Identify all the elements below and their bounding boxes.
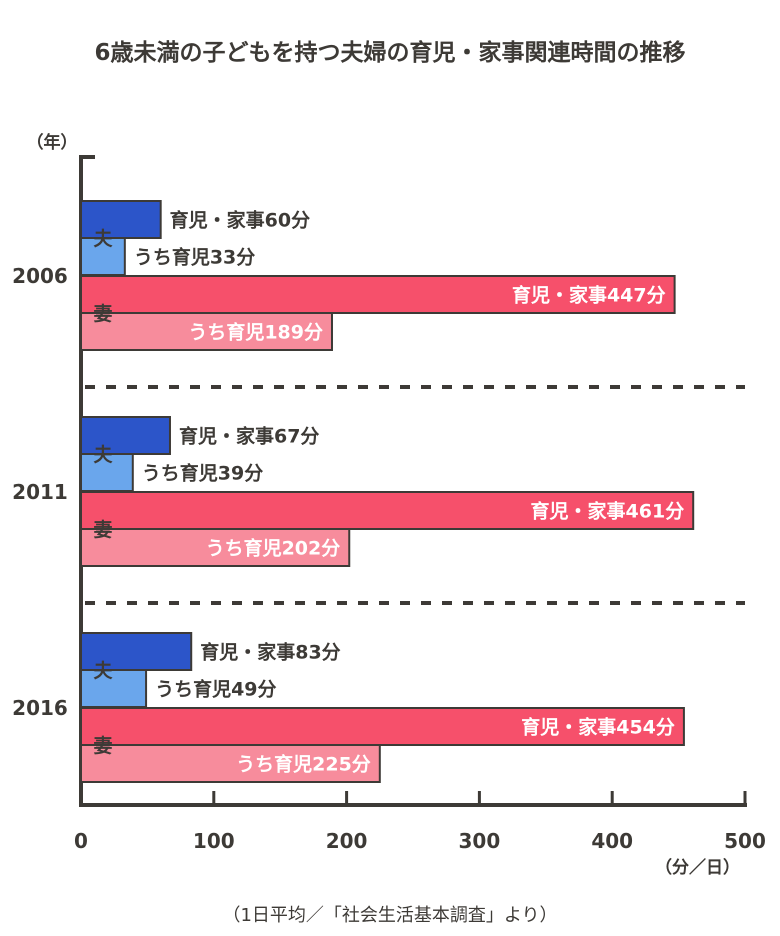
data-label: 育児・家事67分 [179, 425, 319, 448]
source-note: （1日平均／「社会生活基本調査」より） [222, 905, 557, 926]
bar [80, 707, 685, 746]
y-axis-label: （年） [27, 132, 78, 153]
data-label: 育児・家事60分 [170, 209, 310, 232]
data-label: 育児・家事447分 [512, 284, 666, 307]
role-label-wife: 妻 [93, 302, 112, 325]
data-label: 育児・家事461分 [531, 500, 685, 523]
bar [80, 632, 193, 671]
bar [80, 275, 676, 314]
bar [80, 453, 134, 492]
role-label-husband: 夫 [93, 228, 113, 250]
role-label-husband: 夫 [93, 660, 113, 682]
data-label: うち育児49分 [155, 678, 276, 701]
data-label: うち育児225分 [236, 753, 371, 776]
x-tick-label: 500 [724, 829, 766, 853]
data-label: 育児・家事454分 [521, 716, 675, 739]
bar [80, 491, 695, 530]
year-label: 2011 [12, 480, 68, 504]
role-label-wife: 妻 [93, 734, 112, 757]
chart-title: 6歳未満の子どもを持つ夫婦の育児・家事関連時間の推移 [94, 39, 685, 66]
plot-area: 0 100 200 300 400 500 育児・家事60分うち育児33分育児・家事447分… [12, 155, 766, 853]
role-label-wife: 妻 [93, 518, 112, 541]
year-label: 2006 [12, 264, 68, 288]
data-label: うち育児189分 [188, 321, 323, 344]
x-tick-label: 100 [193, 829, 235, 853]
bar [80, 669, 148, 708]
data-label: うち育児39分 [142, 462, 263, 485]
data-label: うち育児33分 [134, 246, 255, 269]
x-tick-label: 300 [459, 829, 501, 853]
x-tick-label: 0 [74, 829, 88, 853]
data-label: 育児・家事83分 [200, 641, 340, 664]
bar [80, 200, 162, 239]
x-axis-unit-label: （分／日） [655, 857, 740, 878]
bar [80, 312, 333, 351]
year-label: 2016 [12, 696, 68, 720]
bar [80, 744, 381, 783]
x-tick-label: 400 [591, 829, 633, 853]
x-tick-label: 200 [326, 829, 368, 853]
bar [80, 528, 351, 567]
data-label: うち育児202分 [206, 537, 341, 560]
role-label-husband: 夫 [93, 444, 113, 466]
